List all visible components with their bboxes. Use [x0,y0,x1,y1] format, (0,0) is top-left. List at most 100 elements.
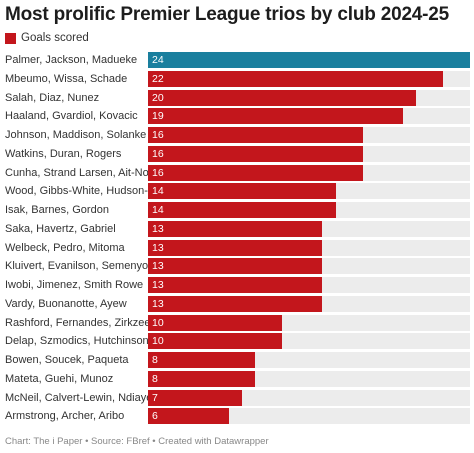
category-label: Watkins, Duran, Rogers [5,147,122,160]
bar-row: Kluivert, Evanilson, Semenyo 13 [0,258,474,275]
data-label: 14 [152,204,164,216]
bar-row: Palmer, Jackson, Madueke 24 [0,52,474,68]
bar-row: Isak, Barnes, Gordon 14 [0,202,474,218]
category-label: Palmer, Jackson, Madueke [5,54,138,66]
bar-row: Watkins, Duran, Rogers 16 [0,145,474,162]
bar-row: Iwobi, Jimenez, Smith Rowe 13 [0,277,474,293]
category-label: Vardy, Buonanotte, Ayew [5,297,127,310]
bar-track: 16 [148,164,470,181]
data-label: 16 [152,147,164,160]
bar: 10 [148,314,283,331]
bar-track: 16 [148,145,470,162]
data-label: 16 [152,129,164,141]
data-label: 13 [152,260,164,273]
data-label: 10 [152,316,164,329]
data-label: 14 [152,185,164,198]
category-label: Haaland, Gvardiol, Kovacic [5,110,138,123]
bar: 8 [148,352,256,368]
bar-row: Rashford, Fernandes, Zirkzee 10 [0,314,474,331]
category-label: Mbeumo, Wissa, Schade [5,72,128,85]
data-label: 22 [152,72,164,85]
category-label: Welbeck, Pedro, Mitoma [5,241,125,254]
category-label: Saka, Havertz, Gabriel [5,222,116,235]
data-label: 24 [152,54,164,66]
bar-track: 8 [148,352,470,368]
bar: 13 [148,220,323,237]
bar-row: Cunha, Strand Larsen, Ait-Nouri 16 [0,164,474,181]
bar: 8 [148,370,256,387]
category-label: Salah, Diaz, Nunez [5,91,100,104]
bar-track: 13 [148,239,470,256]
bar-track: 13 [148,277,470,293]
bar-track: 7 [148,389,470,406]
bar-track: 13 [148,220,470,237]
bar: 7 [148,389,242,406]
category-label: Rashford, Fernandes, Zirkzee [5,316,151,329]
data-label: 7 [152,391,158,404]
bar: 16 [148,127,363,143]
bar: 13 [148,258,323,275]
bar-row: Salah, Diaz, Nunez 20 [0,89,474,106]
bar: 13 [148,277,323,293]
bar: 14 [148,183,336,200]
bar-row: Delap, Szmodics, Hutchinson 10 [0,333,474,350]
category-label: Johnson, Maddison, Solanke [5,129,147,141]
bar: 24 [148,52,470,68]
category-label: Isak, Barnes, Gordon [5,204,109,216]
bar-row: Johnson, Maddison, Solanke 16 [0,127,474,143]
bar: 20 [148,89,417,106]
bar: 16 [148,164,363,181]
bar-track: 14 [148,183,470,200]
data-label: 13 [152,297,164,310]
bar-row: Welbeck, Pedro, Mitoma 13 [0,239,474,256]
legend: Goals scored [5,32,89,44]
bar: 10 [148,333,283,350]
bar-track: 19 [148,108,470,125]
category-label: Kluivert, Evanilson, Semenyo [5,260,149,273]
category-label: Bowen, Soucek, Paqueta [5,354,129,366]
bar: 16 [148,145,363,162]
category-label: Cunha, Strand Larsen, Ait-Nouri [5,166,161,179]
bar-track: 10 [148,314,470,331]
data-label: 8 [152,354,158,366]
bar: 13 [148,239,323,256]
legend-label: Goals scored [21,32,89,44]
category-label: Wood, Gibbs-White, Hudson-Odoi [5,185,172,198]
bar-track: 22 [148,70,470,87]
data-label: 13 [152,222,164,235]
bar-track: 13 [148,258,470,275]
bar: 19 [148,108,403,125]
bar: 6 [148,408,229,425]
bar-row: Bowen, Soucek, Paqueta 8 [0,352,474,368]
data-label: 16 [152,166,164,179]
category-label: McNeil, Calvert-Lewin, Ndiaye [5,391,153,404]
bar-track: 13 [148,295,470,312]
chart-footer: Chart: The i Paper • Source: FBref • Cre… [5,436,269,447]
data-label: 8 [152,372,158,385]
bar-row: Haaland, Gvardiol, Kovacic 19 [0,108,474,125]
data-label: 19 [152,110,164,123]
bar-row: Vardy, Buonanotte, Ayew 13 [0,295,474,312]
category-label: Armstrong, Archer, Aribo [5,410,125,423]
bar-row: Mbeumo, Wissa, Schade 22 [0,70,474,87]
data-label: 6 [152,410,158,423]
data-label: 13 [152,241,164,254]
data-label: 10 [152,335,164,348]
data-label: 20 [152,91,164,104]
bar: 22 [148,70,444,87]
chart-title: Most prolific Premier League trios by cl… [5,4,450,25]
bar-track: 16 [148,127,470,143]
bar-track: 6 [148,408,470,425]
bar-track: 8 [148,370,470,387]
category-label: Mateta, Guehi, Munoz [5,372,114,385]
category-label: Iwobi, Jimenez, Smith Rowe [5,279,144,291]
bar: 13 [148,295,323,312]
bar-track: 20 [148,89,470,106]
bar-row: Wood, Gibbs-White, Hudson-Odoi 14 [0,183,474,200]
bar-row: Mateta, Guehi, Munoz 8 [0,370,474,387]
bar-track: 14 [148,202,470,218]
bar-track: 10 [148,333,470,350]
legend-swatch [5,32,16,44]
bar-row: Saka, Havertz, Gabriel 13 [0,220,474,237]
category-label: Delap, Szmodics, Hutchinson [5,335,149,348]
